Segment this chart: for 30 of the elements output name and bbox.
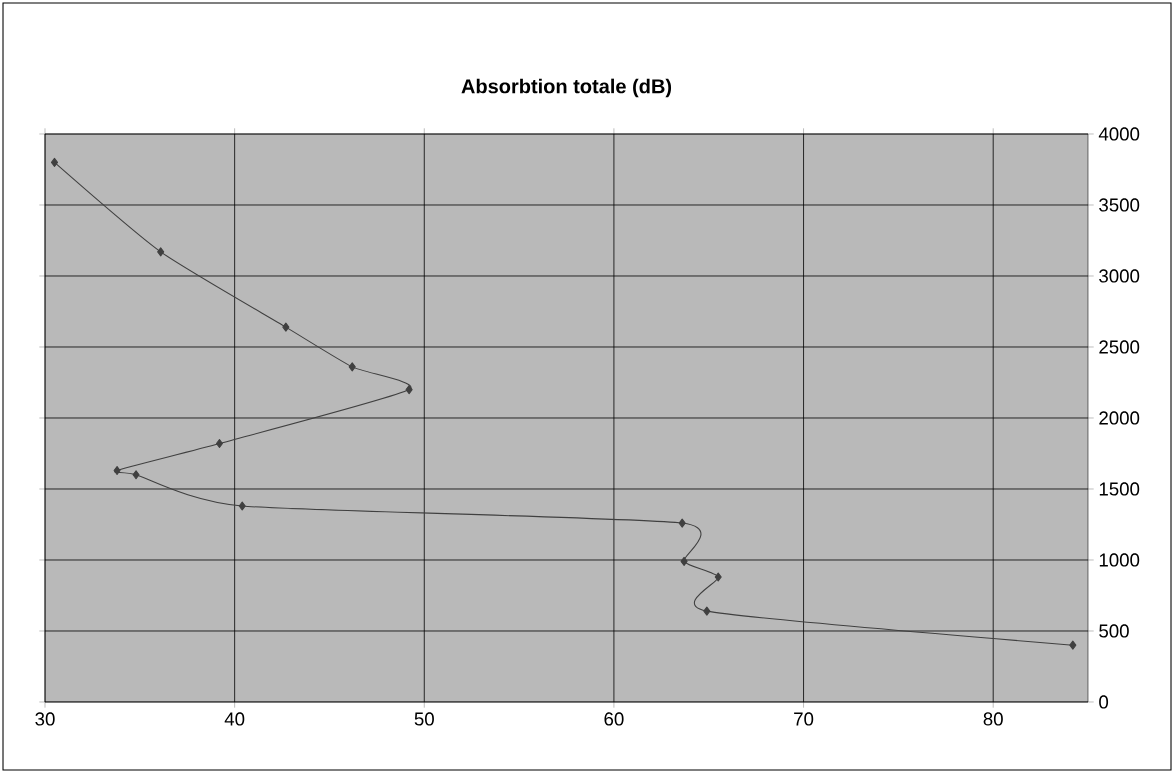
y-tick-label: 3500	[1099, 198, 1140, 212]
x-tick-label: 40	[224, 712, 245, 726]
chart-title: Absorbtion totale (dB)	[461, 78, 672, 98]
point	[157, 247, 165, 257]
point	[1069, 640, 1077, 650]
x-tick-label: 30	[35, 712, 55, 726]
x-tick-label: 50	[414, 712, 434, 726]
point	[348, 362, 356, 372]
point	[703, 606, 711, 616]
y-tick-label: 4000	[1098, 127, 1140, 141]
point	[132, 470, 140, 480]
point	[238, 501, 246, 511]
point	[113, 465, 121, 476]
y-tick-label: 0	[1099, 695, 1109, 709]
x-tick-label: 60	[604, 712, 624, 726]
y-tick-label: 500	[1099, 624, 1129, 638]
point	[714, 572, 722, 582]
point	[282, 322, 290, 332]
x-tick-label: 70	[794, 712, 814, 726]
point	[678, 518, 686, 528]
point	[215, 439, 224, 449]
y-tick-label: 2500	[1099, 340, 1140, 354]
point	[405, 385, 413, 395]
y-tick-label: 2000	[1099, 411, 1140, 425]
point	[50, 157, 59, 167]
point	[680, 556, 688, 566]
y-tick-label: 1500	[1099, 482, 1140, 496]
y-tick-label: 1000	[1099, 553, 1140, 567]
x-tick-label: 80	[983, 712, 1003, 726]
y-tick-label: 3000	[1099, 269, 1140, 283]
